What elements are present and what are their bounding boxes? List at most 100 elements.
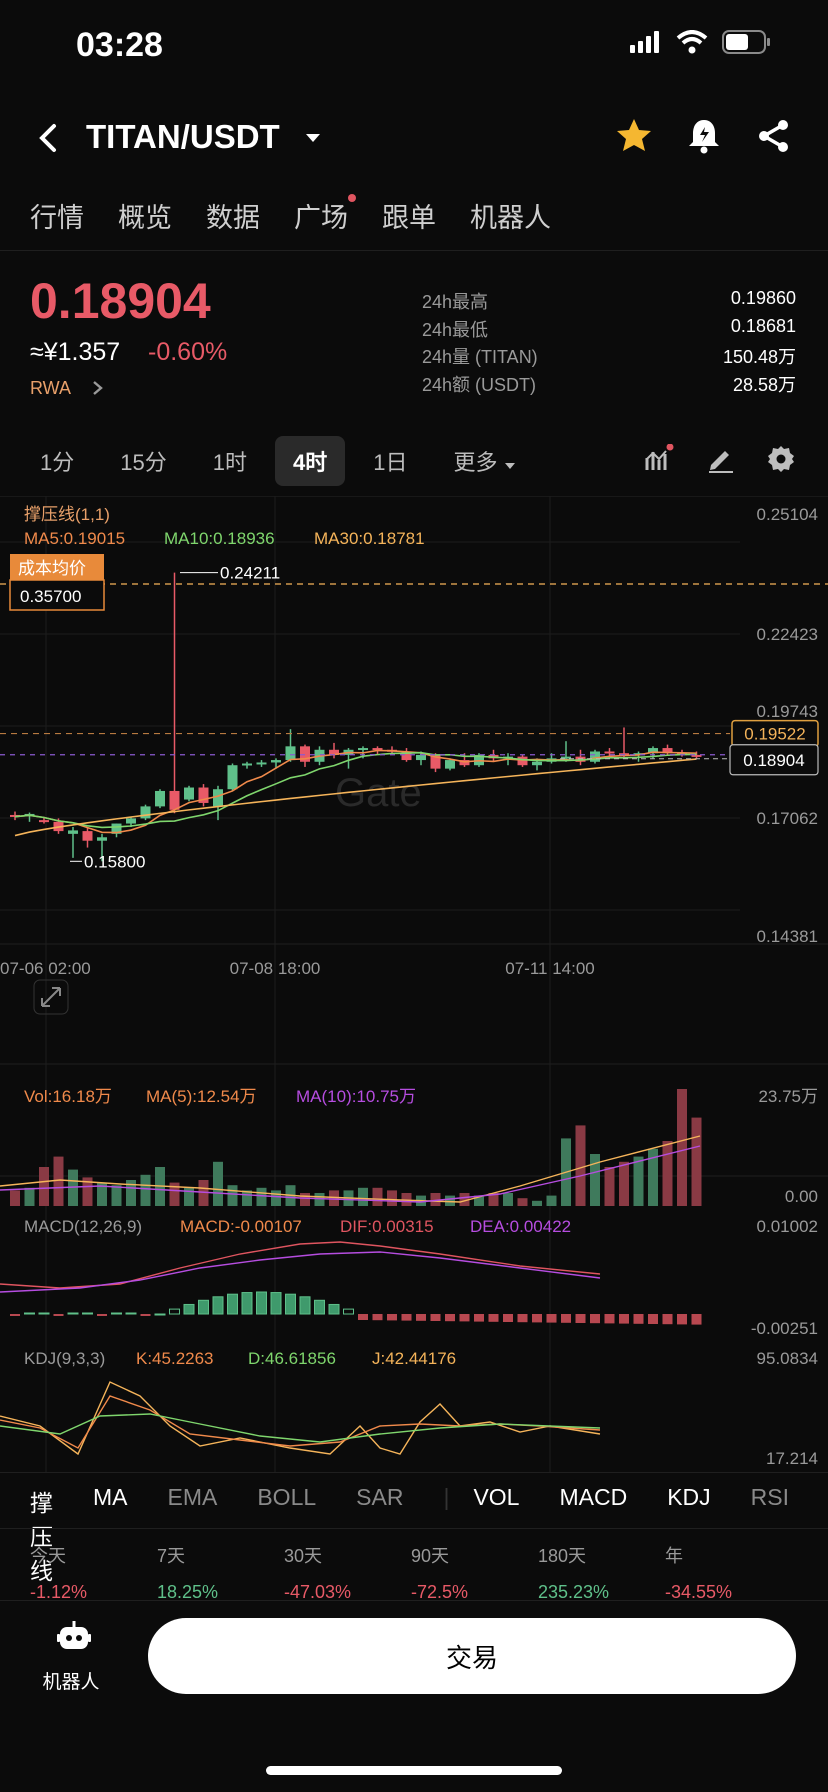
chevron-down-icon[interactable] bbox=[304, 132, 322, 144]
perf-value: -72.5% bbox=[411, 1582, 469, 1602]
pair-title[interactable]: TITAN/USDT bbox=[86, 118, 280, 155]
volume-bar bbox=[271, 1190, 281, 1206]
indicator-chart-icon[interactable] bbox=[644, 444, 674, 474]
macd-bar bbox=[590, 1314, 600, 1324]
macd-bar bbox=[662, 1314, 673, 1325]
candle bbox=[111, 823, 122, 834]
macd-bar bbox=[503, 1314, 513, 1322]
macd-bar bbox=[633, 1314, 644, 1324]
volume-bar bbox=[691, 1117, 702, 1206]
macd-bar bbox=[82, 1312, 93, 1315]
volume-bar bbox=[300, 1193, 310, 1206]
timeframe-1m[interactable]: 1分 bbox=[40, 450, 75, 475]
timeframe-1d[interactable]: 1日 bbox=[373, 450, 408, 475]
change-percent: -0.60% bbox=[148, 338, 228, 366]
timeframe-15m[interactable]: 15分 bbox=[120, 450, 167, 475]
divider bbox=[0, 250, 828, 251]
rwa-tag[interactable]: RWA bbox=[30, 378, 105, 399]
volume-bar bbox=[488, 1193, 499, 1206]
timeframe-4h[interactable]: 4时 bbox=[274, 436, 346, 486]
volume-bar bbox=[111, 1185, 122, 1206]
stat-label: 24h最低 bbox=[422, 319, 489, 340]
macd-dif-line bbox=[0, 1241, 601, 1289]
macd-bar bbox=[546, 1314, 557, 1323]
indicator-ema[interactable]: EMA bbox=[167, 1484, 218, 1510]
ma30-line bbox=[14, 758, 697, 837]
volume-bar bbox=[97, 1182, 107, 1206]
volume-bar bbox=[546, 1195, 557, 1206]
macd-bar bbox=[604, 1314, 615, 1324]
candle bbox=[300, 746, 310, 762]
perf-value: -47.03% bbox=[284, 1582, 352, 1602]
kdj-title: KDJ(9,3,3) bbox=[24, 1349, 105, 1368]
rwa-label: RWA bbox=[30, 378, 71, 398]
candle bbox=[256, 762, 267, 765]
tab-overview[interactable]: 概览 bbox=[118, 203, 172, 233]
price-axis-label: 0.17062 bbox=[757, 809, 818, 828]
perf-label: 今天 bbox=[30, 1546, 66, 1566]
settings-gear-icon[interactable] bbox=[766, 444, 796, 474]
indicator-boll[interactable]: BOLL bbox=[257, 1484, 317, 1510]
candle bbox=[39, 820, 49, 823]
tab-copytrade[interactable]: 跟单 bbox=[382, 203, 436, 233]
tab-square[interactable]: 广场 bbox=[294, 194, 356, 235]
stat-label: 24h额 (USDT) bbox=[422, 374, 537, 395]
expand-icon bbox=[33, 979, 69, 1015]
indicator-sar[interactable]: SAR bbox=[356, 1484, 404, 1510]
volume-bar bbox=[445, 1195, 455, 1206]
back-icon[interactable] bbox=[30, 118, 70, 158]
volume-bar bbox=[10, 1190, 20, 1206]
macd-bar bbox=[328, 1303, 340, 1315]
macd-bar bbox=[285, 1293, 296, 1315]
more-label: 更多 bbox=[453, 450, 498, 475]
tab-market[interactable]: 行情 bbox=[30, 203, 84, 233]
macd-bar bbox=[140, 1314, 151, 1316]
support-legend: 撑压线(1,1) bbox=[24, 505, 110, 524]
star-icon[interactable] bbox=[614, 116, 654, 156]
indicator-support[interactable]: 撑压线 bbox=[30, 1490, 53, 1584]
kdj-axis-bottom: 17.214 bbox=[766, 1449, 818, 1468]
vol-ma10-line bbox=[0, 1145, 701, 1203]
macd-bar bbox=[169, 1308, 180, 1315]
indicator-ma[interactable]: MA bbox=[93, 1484, 128, 1510]
indicator-macd[interactable]: MACD bbox=[559, 1484, 628, 1510]
timeframe-1h[interactable]: 1时 bbox=[212, 450, 247, 475]
candle bbox=[662, 748, 673, 754]
macd-bar bbox=[241, 1292, 253, 1315]
stat-row: 24h最高 0.19860 bbox=[422, 288, 796, 316]
robot-button[interactable]: 机器人 bbox=[42, 1620, 104, 1694]
volume-bar bbox=[619, 1161, 629, 1206]
share-icon[interactable] bbox=[754, 116, 794, 156]
tab-data[interactable]: 数据 bbox=[206, 203, 260, 233]
tab-bots[interactable]: 机器人 bbox=[470, 203, 551, 233]
home-indicator bbox=[266, 1766, 562, 1775]
candle bbox=[691, 754, 702, 757]
volume-bar bbox=[126, 1180, 136, 1206]
stat-row: 24h额 (USDT) 28.58万 bbox=[422, 371, 796, 399]
price-alert-icon[interactable] bbox=[684, 116, 724, 156]
vol-legend: Vol:16.18万 bbox=[24, 1087, 112, 1106]
perf-item: 今天 -1.12% bbox=[30, 1542, 157, 1603]
volume-bar bbox=[387, 1190, 397, 1206]
indicator-rsi[interactable]: RSI bbox=[750, 1484, 790, 1510]
vol-ma5-line bbox=[0, 1135, 701, 1203]
macd-bar bbox=[575, 1314, 586, 1323]
ma10-legend: MA10:0.18936 bbox=[164, 529, 275, 548]
volume-bar bbox=[256, 1187, 267, 1206]
macd-bar bbox=[24, 1312, 35, 1315]
trade-button[interactable]: 交易 bbox=[148, 1618, 796, 1694]
draw-pencil-icon[interactable] bbox=[706, 444, 736, 474]
timeframe-more[interactable]: 更多 bbox=[435, 436, 533, 486]
candle bbox=[68, 830, 78, 834]
candle bbox=[401, 751, 412, 761]
volume-bar bbox=[68, 1169, 78, 1206]
indicator-vol[interactable]: VOL bbox=[473, 1484, 520, 1510]
current-price-value: 0.18904 bbox=[743, 751, 804, 770]
candle bbox=[445, 760, 455, 769]
robot-icon bbox=[57, 1621, 91, 1649]
signal-icon bbox=[630, 31, 659, 53]
kdj-d-line bbox=[0, 1413, 601, 1443]
indicator-kdj[interactable]: KDJ bbox=[667, 1484, 711, 1510]
kdj-j-line bbox=[0, 1381, 601, 1456]
